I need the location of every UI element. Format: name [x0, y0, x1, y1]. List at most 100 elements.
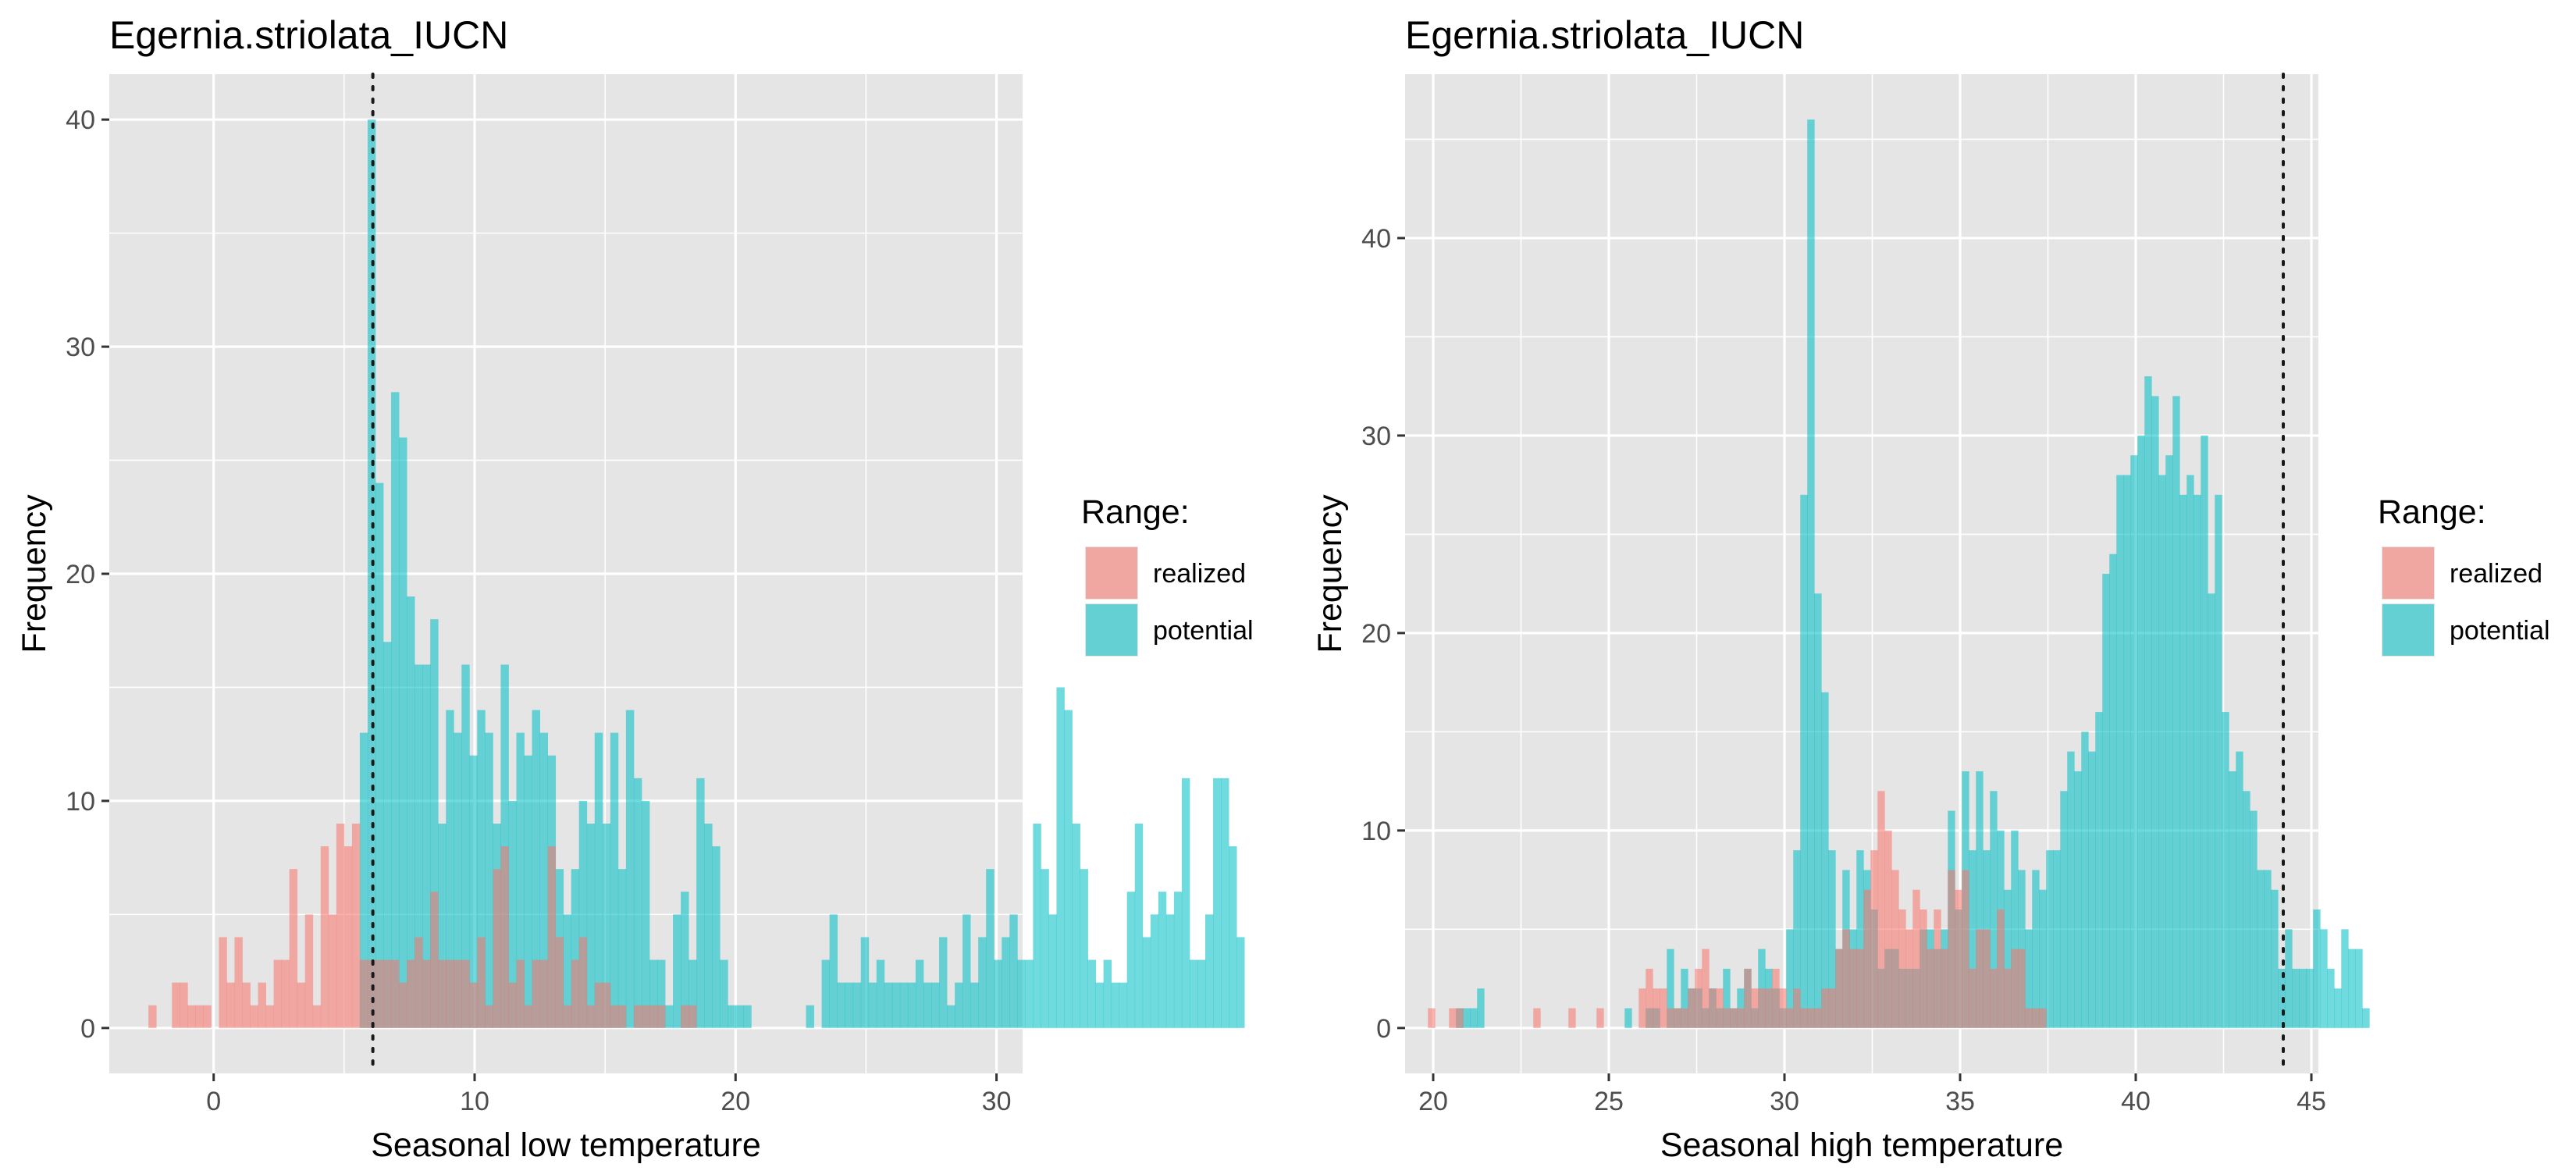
bar-realized [469, 982, 478, 1028]
bar-realized [351, 824, 361, 1028]
bar-potential [1197, 959, 1206, 1028]
bar-realized [563, 1005, 572, 1028]
bar-potential [876, 959, 885, 1028]
bar-potential [2222, 712, 2229, 1028]
bar-potential [1095, 982, 1105, 1028]
bar-potential [899, 982, 909, 1028]
y-tick-label: 0 [80, 1014, 95, 1044]
bar-realized [1702, 949, 1710, 1028]
bar-realized [367, 959, 376, 1028]
bar-realized [2018, 949, 2026, 1028]
bar-potential [735, 1005, 744, 1028]
x-axis-title: Seasonal low temperature [371, 1127, 761, 1164]
bar-realized [461, 959, 470, 1028]
bar-realized [289, 869, 298, 1028]
bar-potential [2165, 455, 2173, 1028]
bar-realized [1863, 889, 1871, 1028]
bar-potential [1229, 846, 1237, 1028]
bar-potential [1103, 959, 1112, 1028]
bar-potential [2172, 396, 2180, 1028]
bar-potential [446, 710, 454, 1028]
bar-realized [524, 1005, 532, 1028]
bar-realized [1765, 988, 1773, 1028]
bar-potential [2285, 929, 2293, 1028]
bar-realized [407, 959, 415, 1028]
bar-realized [1456, 1008, 1464, 1028]
bar-realized [1983, 929, 1991, 1028]
bar-realized [1997, 909, 2005, 1028]
bar-realized [1905, 929, 1913, 1028]
bar-realized [2004, 968, 2012, 1028]
bar-realized [320, 846, 329, 1028]
bar-potential [1969, 850, 1976, 1028]
bar-potential [2158, 475, 2166, 1028]
bar-potential [2046, 850, 2054, 1028]
bar-potential [2208, 593, 2215, 1028]
bar-potential [1181, 778, 1190, 1028]
bar-potential [649, 959, 658, 1028]
bar-potential [2194, 494, 2201, 1028]
x-axis: 0 10 20 30 [206, 1073, 1011, 1116]
bar-realized [1969, 968, 1976, 1028]
bar-potential [1033, 824, 1041, 1028]
x-axis: 20 25 30 35 40 45 [1418, 1073, 2326, 1116]
bar-potential [891, 982, 901, 1028]
bar-potential [1165, 914, 1175, 1028]
bar-potential [1064, 710, 1073, 1028]
bar-realized [1835, 949, 1843, 1028]
x-tick-label: 20 [1418, 1087, 1448, 1116]
bar-realized [1821, 988, 1829, 1028]
bar-potential [571, 869, 580, 1028]
bar-potential [986, 869, 994, 1028]
bar-realized [641, 1005, 650, 1028]
bar-realized [1709, 988, 1717, 1028]
bar-potential [2144, 376, 2152, 1028]
bar-potential [2341, 929, 2349, 1028]
bar-realized [2011, 949, 2019, 1028]
bar-potential [399, 437, 407, 1028]
bar-potential [884, 982, 893, 1028]
bar-potential [477, 710, 486, 1028]
bar-potential [2081, 731, 2089, 1028]
bar-realized [547, 846, 557, 1028]
bar-potential [1786, 929, 1794, 1028]
bar-potential [1056, 687, 1065, 1028]
bar-realized [477, 937, 486, 1028]
bar-realized [343, 846, 353, 1028]
y-tick-label: 40 [1361, 224, 1391, 254]
bar-potential [1624, 1008, 1632, 1028]
legend-swatch-realized [2382, 547, 2434, 599]
bar-realized [1898, 909, 1906, 1028]
bar-potential [1048, 914, 1057, 1028]
legend-swatch-potential [1086, 604, 1137, 656]
bar-potential [1087, 959, 1096, 1028]
bar-potential [2095, 712, 2103, 1028]
bar-potential [438, 824, 447, 1028]
bar-potential [625, 710, 635, 1028]
bar-potential [2025, 929, 2033, 1028]
bar-realized [1962, 870, 1969, 1028]
bar-potential [852, 982, 862, 1028]
bar-potential [2362, 1008, 2370, 1028]
bar-realized [1990, 968, 1998, 1028]
series-realized [1428, 791, 2047, 1028]
bar-realized [242, 982, 251, 1028]
bar-potential [2250, 810, 2258, 1028]
bar-realized [281, 959, 290, 1028]
bar-potential [2123, 475, 2131, 1028]
bar-potential [2102, 574, 2110, 1028]
bar-realized [1800, 1008, 1808, 1028]
x-tick-label: 30 [1770, 1087, 1799, 1116]
bar-realized [180, 982, 188, 1028]
bar-potential [931, 982, 940, 1028]
bar-potential [712, 846, 720, 1028]
bar-potential [359, 732, 368, 1028]
bar-realized [617, 1005, 627, 1028]
bar-realized [1912, 889, 1920, 1028]
bar-potential [422, 664, 431, 1028]
bar-potential [2320, 929, 2328, 1028]
y-tick-label: 30 [1361, 422, 1391, 451]
bar-potential [485, 732, 493, 1028]
bar-realized [1934, 909, 1941, 1028]
